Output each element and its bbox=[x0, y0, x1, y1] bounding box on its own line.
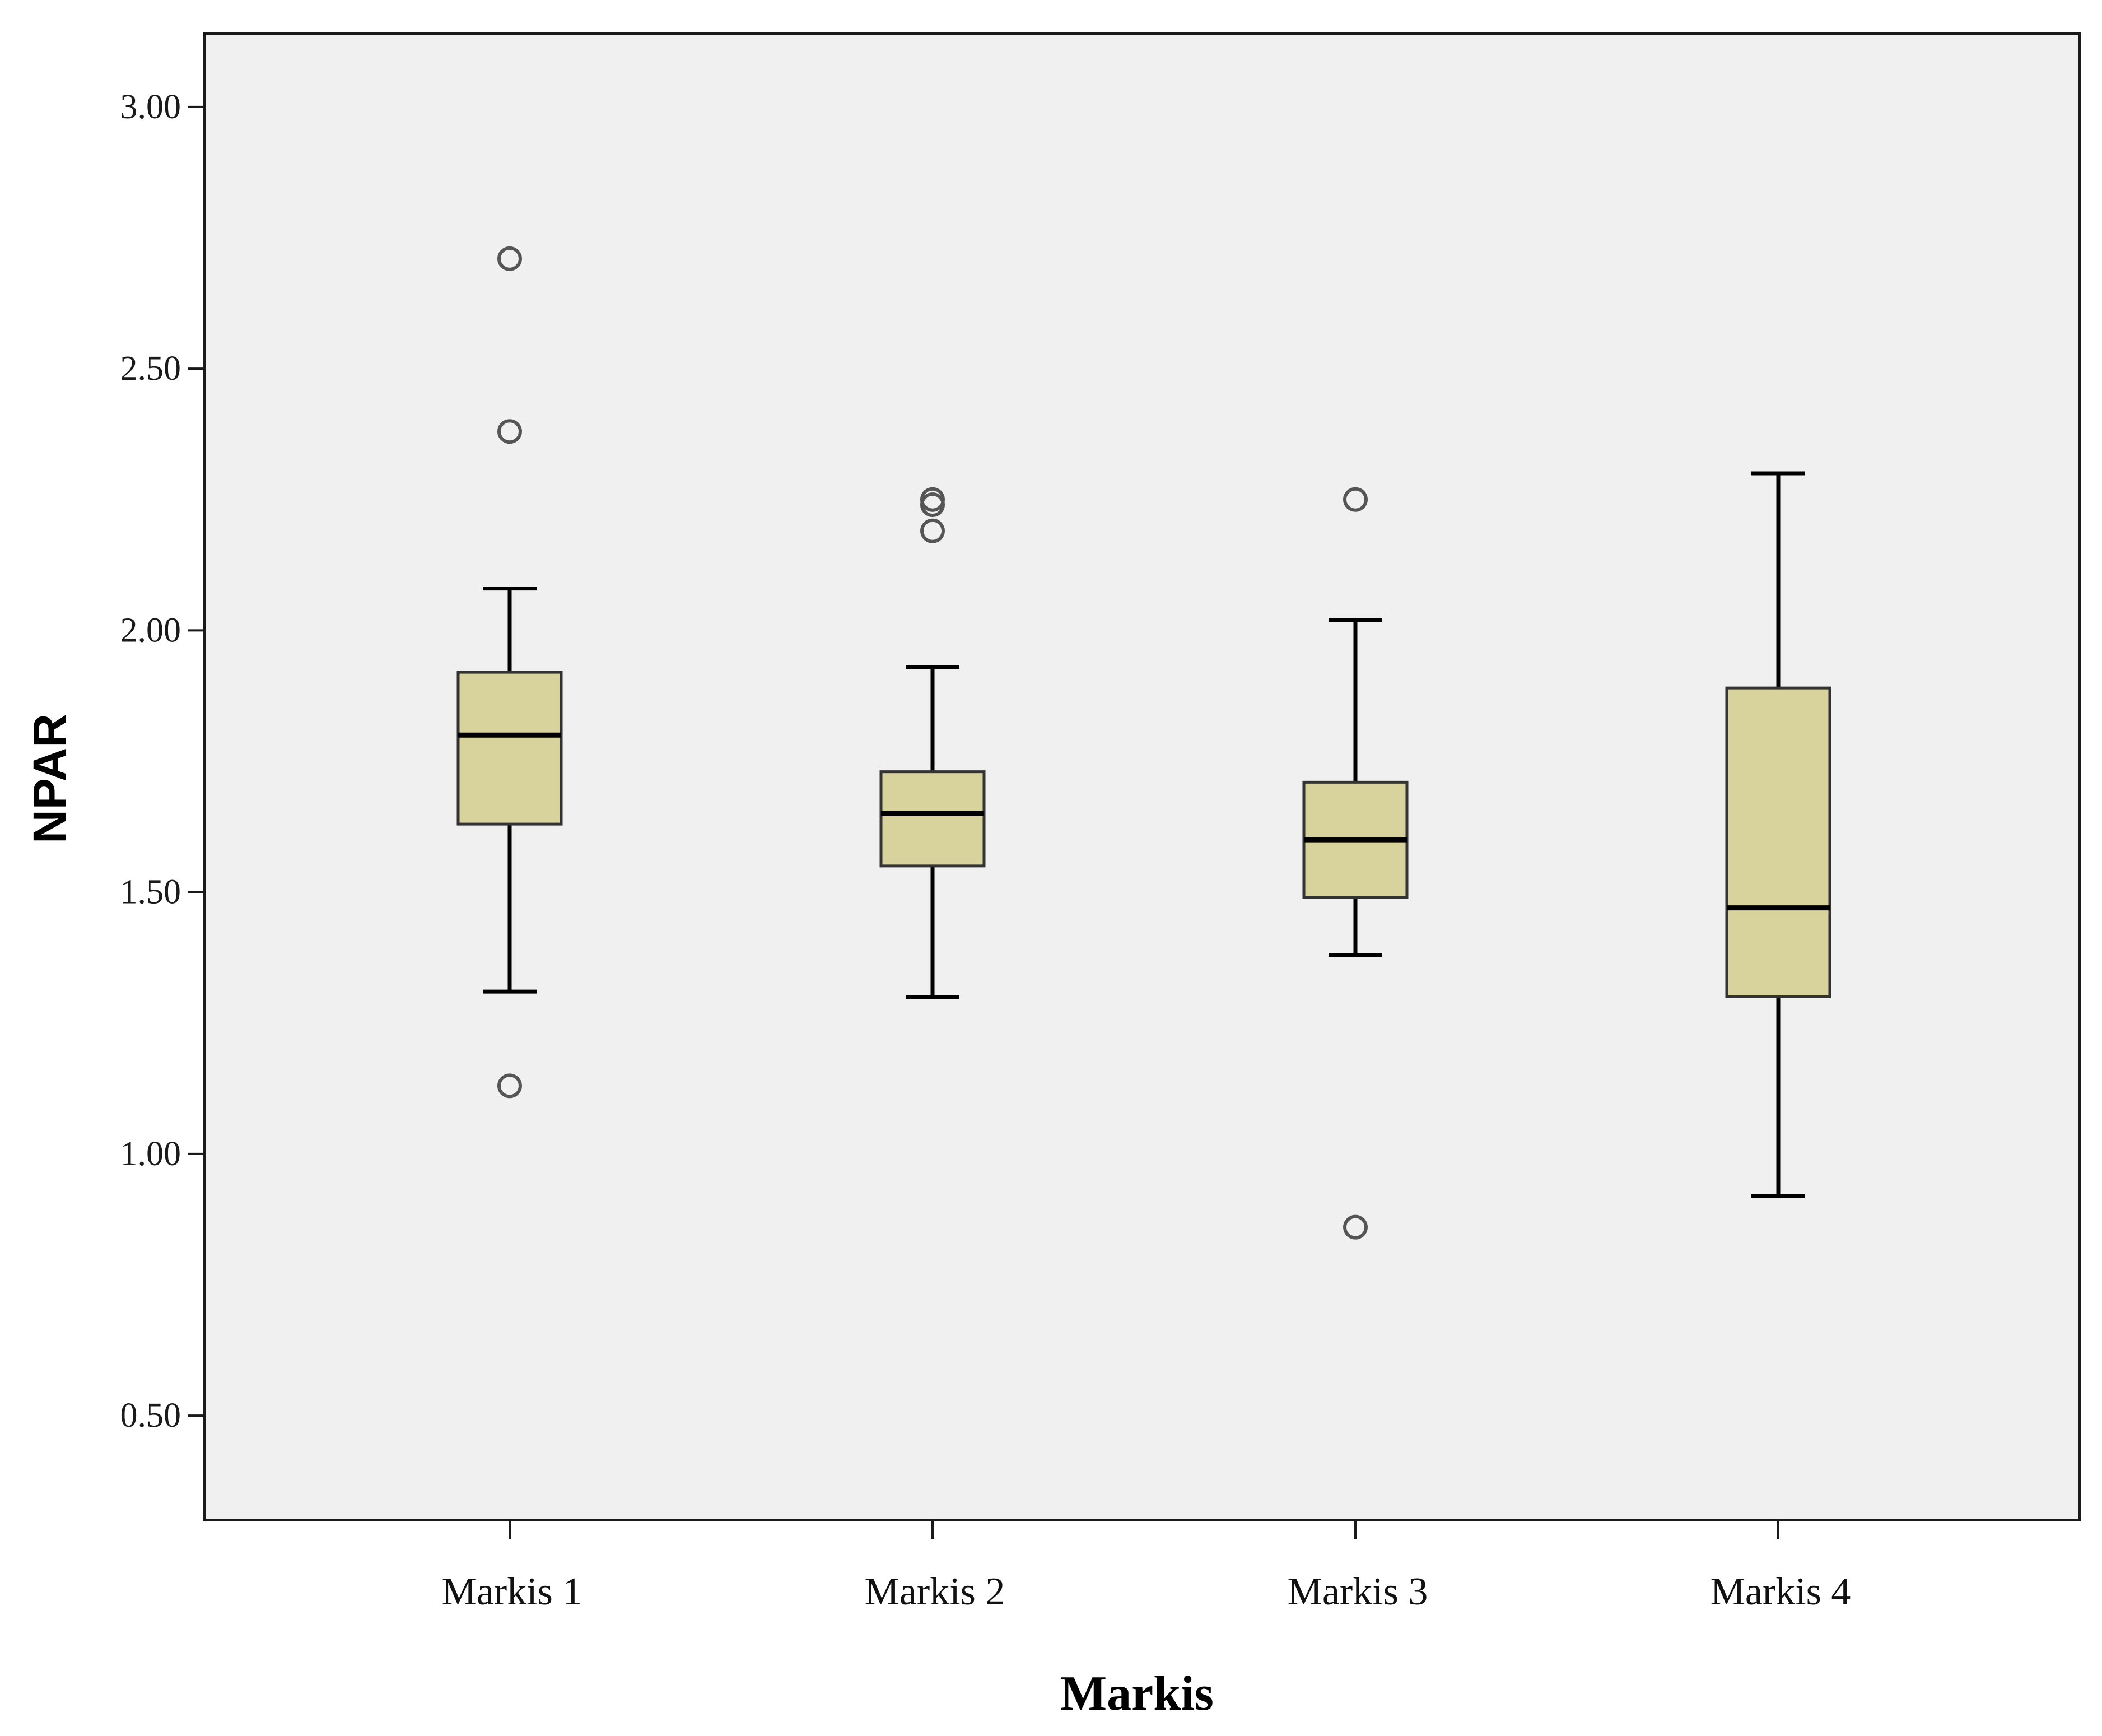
outlier-point bbox=[1343, 487, 1368, 512]
y-tick-label: 2.00 bbox=[120, 611, 181, 649]
y-tick-label: 3.00 bbox=[120, 88, 181, 126]
outlier-point bbox=[497, 419, 522, 444]
y-tick-label: 0.50 bbox=[120, 1397, 181, 1435]
outlier-point bbox=[920, 518, 945, 543]
y-axis: 0.50 1.00 1.50 2.00 2.50 3.00 bbox=[120, 88, 204, 1435]
x-axis-label: Markis bbox=[1060, 1667, 1214, 1721]
y-tick-label: 1.00 bbox=[120, 1135, 181, 1173]
box-series bbox=[456, 246, 1831, 1240]
x-tick-label: Markis 3 bbox=[1288, 1570, 1428, 1613]
iqr-box bbox=[879, 770, 986, 868]
outlier-point bbox=[497, 1073, 522, 1099]
iqr-box bbox=[1725, 686, 1831, 998]
x-tick-label: Markis 4 bbox=[1711, 1570, 1851, 1613]
x-tick-label: Markis 2 bbox=[865, 1570, 1005, 1613]
box-group bbox=[1302, 487, 1409, 1240]
box-group bbox=[879, 487, 986, 999]
outlier-point bbox=[920, 492, 945, 518]
y-axis-label: NPAR bbox=[24, 714, 76, 844]
box-group bbox=[1725, 471, 1831, 1198]
iqr-box bbox=[456, 671, 563, 826]
y-tick-label: 1.50 bbox=[120, 873, 181, 911]
x-tick-label: Markis 1 bbox=[442, 1570, 582, 1613]
y-tick-label: 2.50 bbox=[120, 350, 181, 388]
x-axis: Markis 1 Markis 2 Markis 3 Markis 4 bbox=[442, 1520, 1851, 1613]
box-group bbox=[456, 246, 563, 1099]
outlier-point bbox=[1343, 1214, 1368, 1240]
outlier-point bbox=[497, 246, 522, 271]
